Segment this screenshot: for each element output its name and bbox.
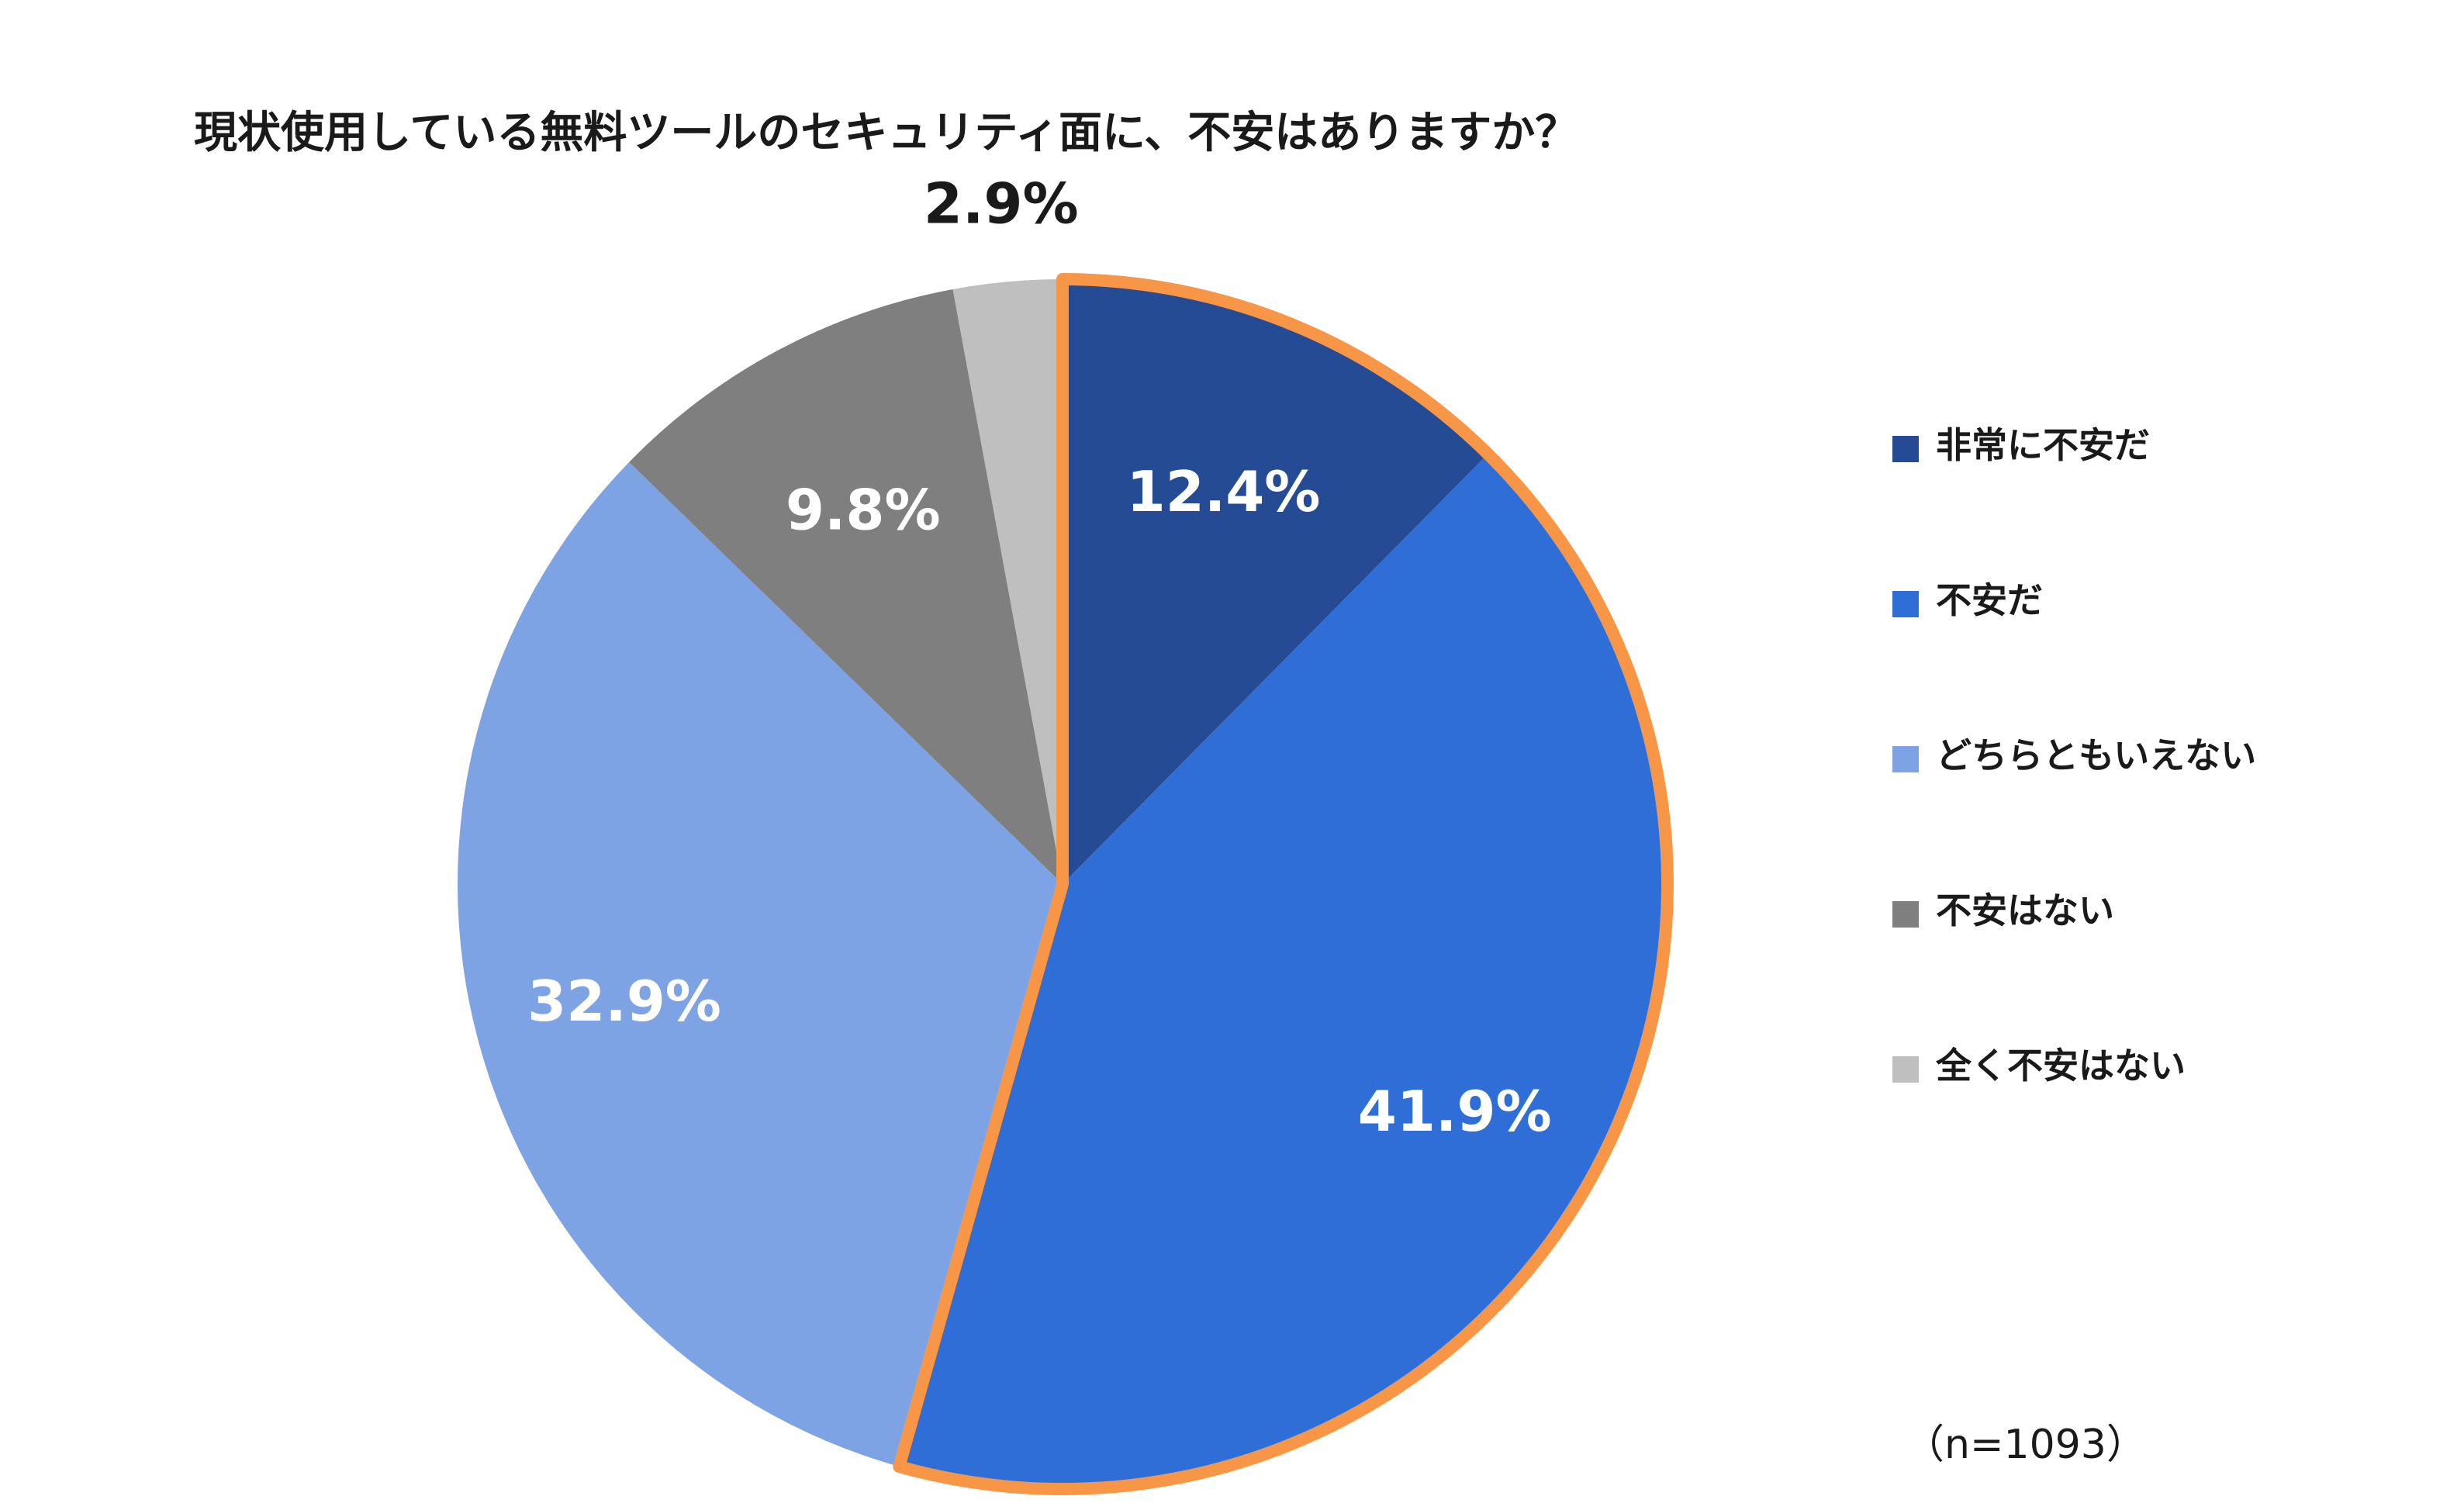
slice-labels: 12.4% 41.9% 32.9% 9.8% 2.9% — [527, 171, 1551, 1144]
slice-2-value-label: 41.9% — [1358, 1079, 1552, 1144]
slice-5-value-label: 2.9% — [924, 171, 1079, 237]
slice-2-wedge — [899, 454, 1667, 1490]
highlight-outline — [893, 273, 1674, 1495]
slice-5-wedge — [952, 279, 1063, 884]
legend-swatch-3 — [1892, 746, 1919, 772]
legend-swatch-4 — [1892, 901, 1919, 928]
legend-label-2: 不安だ — [1936, 579, 2043, 621]
anxious-group-outline — [893, 273, 1674, 1495]
chart-title: 現状使用している無料ツールのセキュリティ面に、不安はありますか？ — [194, 108, 1578, 158]
legend-swatch-5 — [1892, 1056, 1919, 1083]
legend-label-1: 非常に不安だ — [1936, 424, 2150, 466]
slice-3-wedge — [458, 461, 1063, 1467]
slice-1-value-label: 12.4% — [1127, 459, 1321, 524]
sample-size-note: （n=1093） — [1904, 1422, 2147, 1468]
legend-label-4: 不安はない — [1936, 890, 2114, 931]
legend-label-3: どちらともいえない — [1936, 734, 2256, 776]
legend-swatch-2 — [1892, 591, 1919, 617]
legend-swatch-1 — [1892, 436, 1919, 462]
pie-slices — [458, 279, 1667, 1490]
legend-label-5: 全く不安はない — [1935, 1045, 2186, 1087]
slice-3-value-label: 32.9% — [527, 969, 721, 1034]
slice-1-wedge — [1063, 279, 1488, 884]
slice-4-wedge — [629, 289, 1063, 884]
slice-4-value-label: 9.8% — [786, 477, 941, 542]
